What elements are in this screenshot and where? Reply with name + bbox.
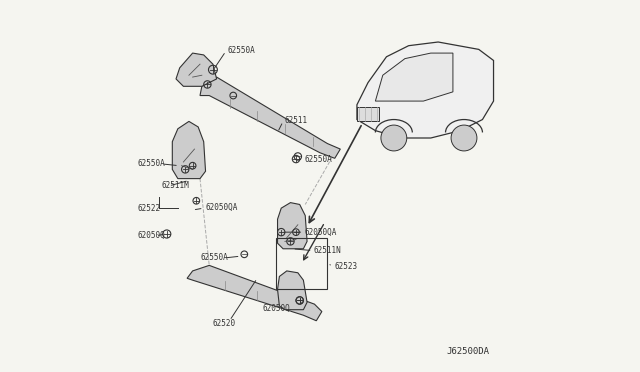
Text: 62550A: 62550A (137, 159, 165, 169)
Text: 62523: 62523 (334, 262, 357, 270)
Polygon shape (278, 203, 307, 249)
Circle shape (451, 125, 477, 151)
Text: 62550A: 62550A (200, 253, 228, 263)
Bar (357, 107, 379, 121)
Polygon shape (357, 42, 493, 138)
Text: 62050QA: 62050QA (305, 228, 337, 237)
Text: 62050Q: 62050Q (262, 304, 290, 313)
Text: 62511N: 62511N (314, 246, 341, 255)
Text: 62522: 62522 (137, 203, 161, 213)
Polygon shape (187, 265, 322, 321)
Text: 62511M: 62511M (162, 182, 189, 190)
Polygon shape (200, 77, 340, 158)
Text: 62550A: 62550A (228, 46, 255, 55)
Text: 62520: 62520 (213, 319, 236, 328)
Text: J62500DA: J62500DA (447, 347, 490, 356)
Polygon shape (176, 53, 216, 86)
Polygon shape (172, 121, 205, 179)
Text: 62050QA: 62050QA (205, 202, 238, 212)
Bar (276, 238, 328, 289)
Text: 62511: 62511 (285, 116, 308, 125)
Polygon shape (376, 53, 453, 101)
Text: 62550A: 62550A (304, 154, 332, 164)
Circle shape (381, 125, 407, 151)
Text: 62050Q: 62050Q (137, 231, 165, 240)
Polygon shape (278, 271, 307, 310)
